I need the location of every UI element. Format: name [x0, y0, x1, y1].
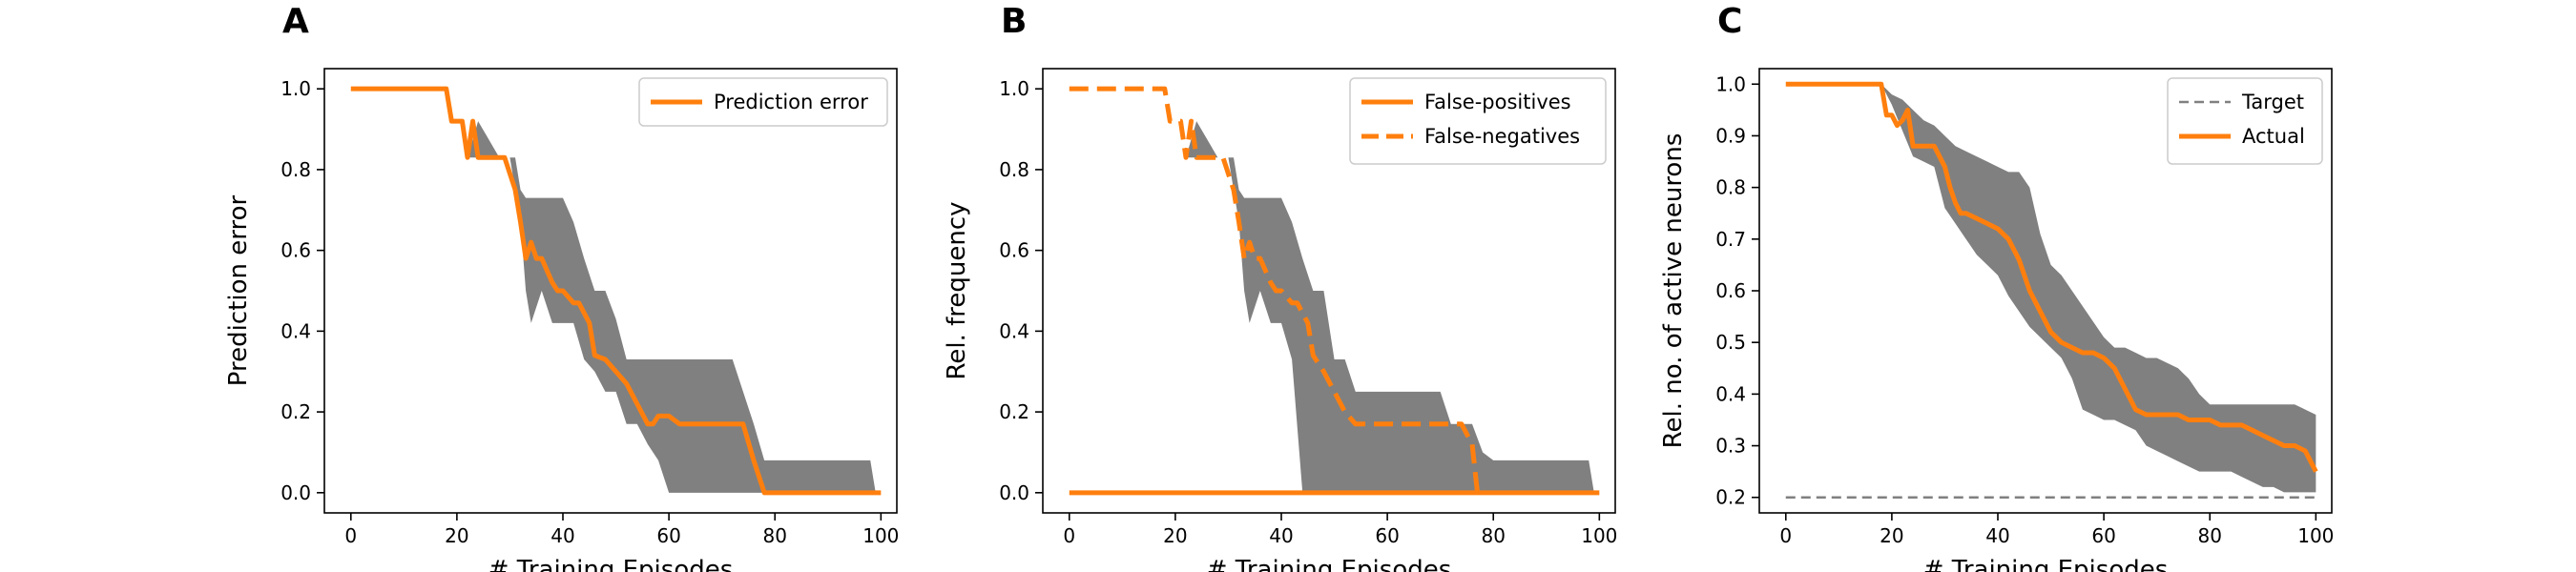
legend-label: False-positives [1424, 91, 1571, 113]
y-tick-label: 0.2 [1715, 486, 1746, 509]
x-tick-label: 40 [551, 524, 574, 547]
y-tick-label: 1.0 [280, 77, 311, 100]
panel-letter: C [1717, 2, 1742, 41]
legend-label: Actual [2242, 125, 2305, 148]
legend-box [638, 77, 888, 127]
y-tick-label: 0.8 [280, 158, 311, 181]
y-tick-label: 0.5 [1715, 331, 1746, 354]
x-axis-label: # Training Episodes [1207, 556, 1452, 572]
y-tick-label: 0.4 [1715, 382, 1746, 405]
y-axis-label: Prediction error [224, 195, 253, 387]
x-tick-label: 0 [344, 524, 357, 547]
legend-box [2167, 77, 2323, 165]
legend-box [1349, 77, 1607, 165]
confidence-band [1785, 84, 2316, 493]
axes-frame [323, 68, 898, 514]
y-tick-label: 1.0 [1715, 72, 1746, 95]
chart-panel-c: 0 20 40 60 80 100 0.2 0.3 0.4 0.5 0.6 0.7 0.8 0.9 1.0 #… [1659, 2, 2334, 572]
series-line-2 [1785, 81, 2318, 473]
legend: Target Actual [2167, 77, 2323, 165]
legend: Prediction error [638, 77, 888, 127]
x-tick-label: 40 [1985, 524, 2009, 547]
panel-letter: A [282, 2, 309, 41]
x-tick-label: 60 [2091, 524, 2115, 547]
y-tick-label: 0.8 [999, 158, 1029, 181]
legend-label: False-negatives [1424, 125, 1580, 148]
y-axis-label: Rel. frequency [943, 201, 971, 379]
chart-panel-a: 0 20 40 60 80 100 0.0 0.2 0.4 0.6 0.8 1.0 # Training… [224, 2, 899, 572]
axes-frame [1042, 68, 1616, 514]
x-tick-label: 40 [1269, 524, 1293, 547]
x-tick-label: 0 [1063, 524, 1075, 547]
x-tick-label: 0 [1779, 524, 1792, 547]
y-tick-label: 0.0 [280, 481, 311, 504]
y-tick-label: 0.6 [1715, 279, 1746, 302]
x-tick-label: 100 [2297, 524, 2334, 547]
confidence-band [1069, 89, 1594, 493]
y-tick-label: 0.4 [280, 319, 311, 342]
x-tick-label: 80 [2197, 524, 2221, 547]
legend: False-positives False-negatives [1349, 77, 1607, 165]
panel-letter: B [1001, 2, 1027, 41]
x-axis-label: # Training Episodes [488, 556, 734, 572]
series-line-1 [350, 86, 882, 496]
x-tick-label: 20 [1163, 524, 1187, 547]
x-tick-label: 20 [1880, 524, 1903, 547]
x-tick-label: 100 [1581, 524, 1617, 547]
y-tick-label: 0.2 [999, 400, 1029, 423]
y-tick-label: 0.6 [280, 239, 311, 262]
x-tick-label: 80 [1481, 524, 1505, 547]
x-tick-label: 80 [762, 524, 786, 547]
legend-label: Prediction error [714, 91, 868, 113]
x-tick-label: 60 [656, 524, 680, 547]
y-tick-label: 1.0 [999, 77, 1029, 100]
x-tick-label: 20 [445, 524, 468, 547]
series-line-2 [1069, 86, 1484, 496]
confidence-band [350, 89, 876, 493]
y-tick-label: 0.6 [999, 239, 1029, 262]
x-tick-label: 100 [862, 524, 899, 547]
y-tick-label: 0.4 [999, 319, 1029, 342]
y-tick-label: 0.2 [280, 400, 311, 423]
y-tick-label: 0.0 [999, 481, 1029, 504]
y-tick-label: 0.8 [1715, 176, 1746, 199]
y-tick-label: 0.3 [1715, 435, 1746, 458]
y-tick-label: 0.7 [1715, 228, 1746, 251]
chart-panel-b: 0 20 40 60 80 100 0.0 0.2 0.4 0.6 0.8 1.0 # Training… [943, 2, 1617, 572]
y-tick-label: 0.9 [1715, 124, 1746, 147]
legend-label: Target [2241, 91, 2304, 113]
y-axis-label: Rel. no. of active neurons [1659, 133, 1688, 449]
x-axis-label: # Training Episodes [1923, 556, 2169, 572]
x-tick-label: 60 [1375, 524, 1399, 547]
